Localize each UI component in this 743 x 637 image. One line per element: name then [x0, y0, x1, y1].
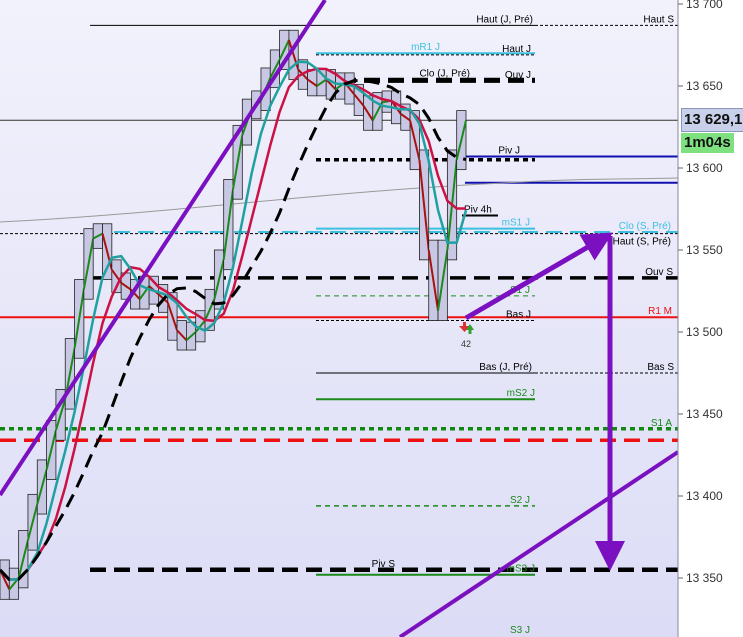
price-segment	[437, 249, 449, 311]
price-segment	[316, 78, 327, 87]
moving-averages	[0, 60, 468, 582]
price-segment	[269, 59, 281, 79]
price-segment	[232, 135, 244, 190]
level-label: mR1 J	[411, 42, 440, 53]
signal-marker: 42	[459, 322, 474, 349]
level-label: Haut J	[502, 44, 531, 55]
level-lines: Haut (J, Pré) Haut S mR1 J Haut J Clo (J, Pr…	[0, 14, 679, 636]
price-segment	[92, 232, 103, 240]
y-tick-label: 13 500	[686, 325, 723, 339]
level-label: Bas (J, Pré)	[479, 362, 532, 373]
y-tick-label: 13 400	[686, 489, 723, 503]
price-segment	[45, 430, 57, 470]
price-segment	[455, 120, 467, 161]
moving-average-line	[0, 78, 467, 582]
drawings[interactable]	[0, 0, 680, 637]
price-segment	[73, 289, 85, 349]
price-segment	[306, 78, 318, 87]
y-tick-label: 13 450	[686, 407, 723, 421]
price-segment	[427, 249, 440, 311]
price-segment	[278, 39, 290, 61]
level-label: mS3 J	[507, 564, 535, 575]
level-label: Bas J	[506, 310, 531, 321]
price-segment	[17, 540, 29, 579]
price-segment	[194, 319, 206, 333]
price-segment	[82, 238, 95, 290]
price-segment	[400, 113, 411, 122]
trendline-lower[interactable]	[398, 450, 680, 637]
price-segment	[325, 78, 337, 90]
current-price-label: 13 629,1	[681, 108, 743, 132]
arrow-up-projection[interactable]	[464, 232, 613, 321]
price-segment	[222, 189, 234, 260]
level-label: Ouv J	[505, 70, 531, 81]
level-label: Piv J	[498, 146, 520, 157]
level-label: Piv 4h	[464, 205, 492, 216]
price-segment	[120, 281, 132, 291]
price-segment	[166, 302, 179, 331]
buy-arrow-icon	[466, 324, 474, 334]
y-tick-label: 13 550	[686, 243, 723, 257]
moving-average-line	[0, 67, 466, 581]
price-segment	[362, 105, 374, 121]
price-segment	[353, 93, 365, 107]
price-segment	[54, 398, 67, 431]
price-segment	[36, 469, 48, 505]
level-label: S1 J	[510, 285, 530, 296]
price-axis[interactable]	[678, 0, 743, 637]
level-label: R1 M	[648, 306, 672, 317]
level-label: Haut (S, Pré)	[613, 237, 671, 248]
level-label: Haut (J, Pré)	[476, 14, 533, 25]
price-segment	[409, 120, 421, 161]
level-label: Ouv S	[645, 267, 673, 278]
level-label: S3 J	[510, 625, 530, 636]
y-tick-label: 13 600	[686, 161, 723, 175]
level-label: Piv S	[372, 559, 396, 570]
y-tick-label: 13 350	[686, 571, 723, 585]
long-moving-average	[0, 177, 679, 223]
level-label: mS2 J	[507, 388, 535, 399]
signal-count: 42	[461, 339, 471, 349]
level-label: S2 J	[510, 495, 530, 506]
level-label: Bas S	[647, 362, 674, 373]
y-tick-label: 13 700	[686, 0, 723, 11]
level-label: Haut S	[643, 14, 674, 25]
plot-background	[0, 0, 678, 637]
level-label: S1 A	[651, 418, 672, 429]
level-label: Clo (J, Pré)	[419, 68, 470, 79]
sell-arrow-icon	[459, 322, 470, 332]
axis-ticks: 13 350 13 400 13 450 13 500 13 550 13 600 13 6…	[678, 0, 723, 585]
level-label: mS1 J	[502, 218, 530, 229]
price-segment	[213, 259, 225, 300]
price-segment	[418, 159, 430, 251]
level-label: Clo (S, Pré)	[619, 221, 671, 232]
price-segment	[185, 331, 197, 341]
price-segment	[176, 329, 188, 341]
trendline-up[interactable]	[0, 0, 327, 497]
y-tick-label: 13 650	[686, 79, 723, 93]
moving-average-line	[0, 60, 468, 581]
candle-timer: 1m04s	[681, 133, 734, 153]
price-segment	[26, 503, 39, 541]
